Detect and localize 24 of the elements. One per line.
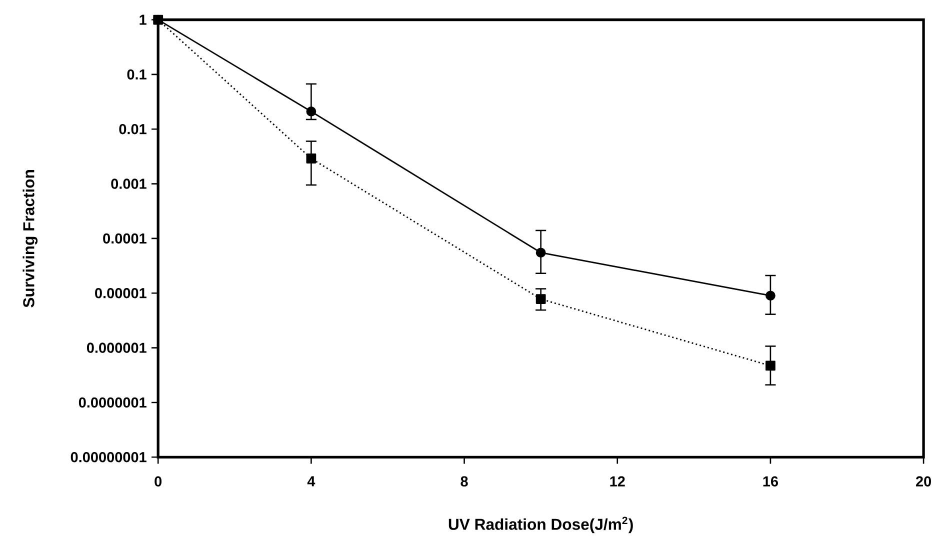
y-axis-title: Surviving Fraction xyxy=(22,170,38,308)
x-tick-label: 8 xyxy=(460,476,468,486)
x-tick-label: 12 xyxy=(610,476,625,486)
y-tick-label: 0.0001 xyxy=(103,233,146,244)
y-tick-label: 0.1 xyxy=(127,69,146,80)
y-tick-label: 0.001 xyxy=(111,178,146,189)
point xyxy=(536,248,546,258)
y-tick-label: 0.00000001 xyxy=(70,452,146,462)
y-tick-label: 0.00001 xyxy=(95,288,146,298)
y-tick-label: 0.01 xyxy=(119,124,146,134)
x-axis-title: UV Radiation Dose(J/m$^{2}$) xyxy=(448,516,633,533)
x-tick-label: 16 xyxy=(763,476,778,486)
x-tick-label: 4 xyxy=(307,476,316,486)
y-tick-label: 0.000001 xyxy=(86,342,146,353)
point xyxy=(766,290,776,300)
point xyxy=(536,294,546,304)
point xyxy=(153,14,164,25)
y-tick-label: 1 xyxy=(140,14,146,25)
x-tick-label: 0 xyxy=(154,476,162,486)
point xyxy=(306,106,316,116)
x-tick-label: 20 xyxy=(916,476,932,486)
point xyxy=(306,153,316,164)
y-tick-label: 0.0000001 xyxy=(78,397,146,408)
point xyxy=(766,360,776,371)
